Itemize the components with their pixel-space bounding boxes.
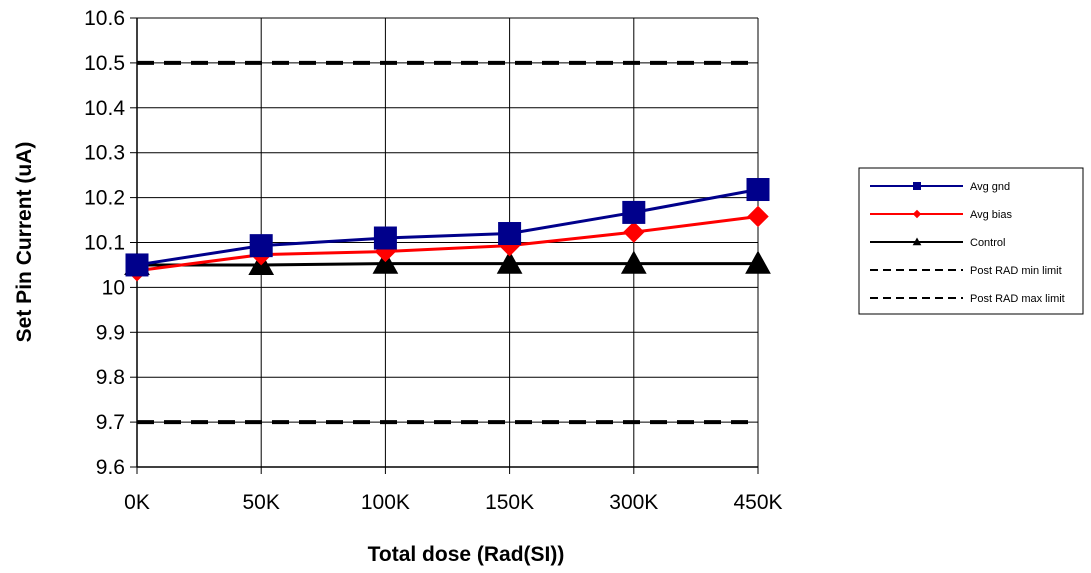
- legend-label-avg-gnd: Avg gnd: [970, 181, 1010, 193]
- legend-item-control: Control: [870, 237, 1005, 249]
- series-control: [124, 250, 771, 276]
- data-point-avg-gnd: [125, 253, 149, 277]
- y-tick-label: 10.5: [84, 52, 125, 75]
- series-avg-gnd: [125, 178, 770, 277]
- y-tick-label: 9.6: [96, 456, 125, 479]
- legend-item-avg-gnd: Avg gnd: [870, 181, 1010, 193]
- series-line-avg-bias: [136, 214, 759, 273]
- data-point-control: [372, 250, 399, 274]
- data-point-control: [745, 250, 771, 274]
- data-point-avg-gnd: [249, 234, 273, 258]
- series-layer: [124, 60, 771, 425]
- legend-label-avg-bias: Avg bias: [970, 209, 1012, 221]
- y-tick-label: 10.1: [84, 232, 125, 255]
- legend-item-post-rad-max-limit: Post RAD max limit: [870, 293, 1065, 305]
- axes: [130, 17, 759, 474]
- legend-item-avg-bias: Avg bias: [870, 209, 1012, 221]
- x-tick-label: 300K: [609, 491, 658, 514]
- x-axis-title: Total dose (Rad(SI)): [368, 543, 565, 566]
- legend: Avg gnd Avg bias Control Post RAD min limit…: [858, 167, 1084, 315]
- x-tick-label: 50K: [243, 491, 280, 514]
- x-tick-label: 100K: [361, 491, 410, 514]
- series-avg-bias: [126, 205, 769, 282]
- data-point-avg-gnd: [373, 226, 397, 250]
- y-tick-label: 9.9: [96, 321, 125, 344]
- grid: [136, 17, 759, 468]
- x-tick-label: 450K: [733, 491, 782, 514]
- y-tick-label: 9.8: [96, 366, 125, 389]
- y-tick-label: 10.6: [84, 7, 125, 30]
- data-point-control: [620, 250, 647, 274]
- legend-marker-control: [912, 237, 922, 246]
- data-point-avg-gnd: [622, 200, 646, 224]
- y-tick-label: 10: [102, 276, 125, 299]
- data-point-avg-bias: [623, 221, 645, 243]
- y-tick-label: 10.2: [84, 187, 125, 210]
- x-tick-label: 150K: [485, 491, 534, 514]
- legend-marker-avg-gnd: [913, 182, 921, 190]
- y-tick-label: 10.3: [84, 142, 125, 165]
- x-tick-labels: 0K 50K 100K 150K 300K 450K: [124, 491, 782, 514]
- legend-label-post-rad-max-limit: Post RAD max limit: [970, 293, 1065, 305]
- x-tick-label: 0K: [124, 491, 150, 514]
- legend-marker-avg-bias: [912, 209, 922, 219]
- legend-label-control: Control: [970, 237, 1005, 249]
- data-point-avg-gnd: [498, 222, 522, 246]
- data-point-avg-bias: [747, 205, 769, 228]
- y-tick-label: 10.4: [84, 97, 125, 120]
- y-tick-label: 9.7: [96, 411, 125, 434]
- y-axis-title: Set Pin Current (uA): [13, 142, 36, 343]
- data-point-avg-gnd: [746, 178, 770, 202]
- legend-label-post-rad-min-limit: Post RAD min limit: [970, 265, 1062, 277]
- series-line-avg-gnd: [136, 188, 759, 267]
- data-point-control: [496, 250, 523, 274]
- legend-item-post-rad-min-limit: Post RAD min limit: [870, 265, 1062, 277]
- y-tick-labels: 10.6 10.5 10.4 10.3 10.2 10.1 10 9.9 9.8 9.7 9.6: [84, 7, 125, 479]
- series-line-control: [137, 262, 758, 267]
